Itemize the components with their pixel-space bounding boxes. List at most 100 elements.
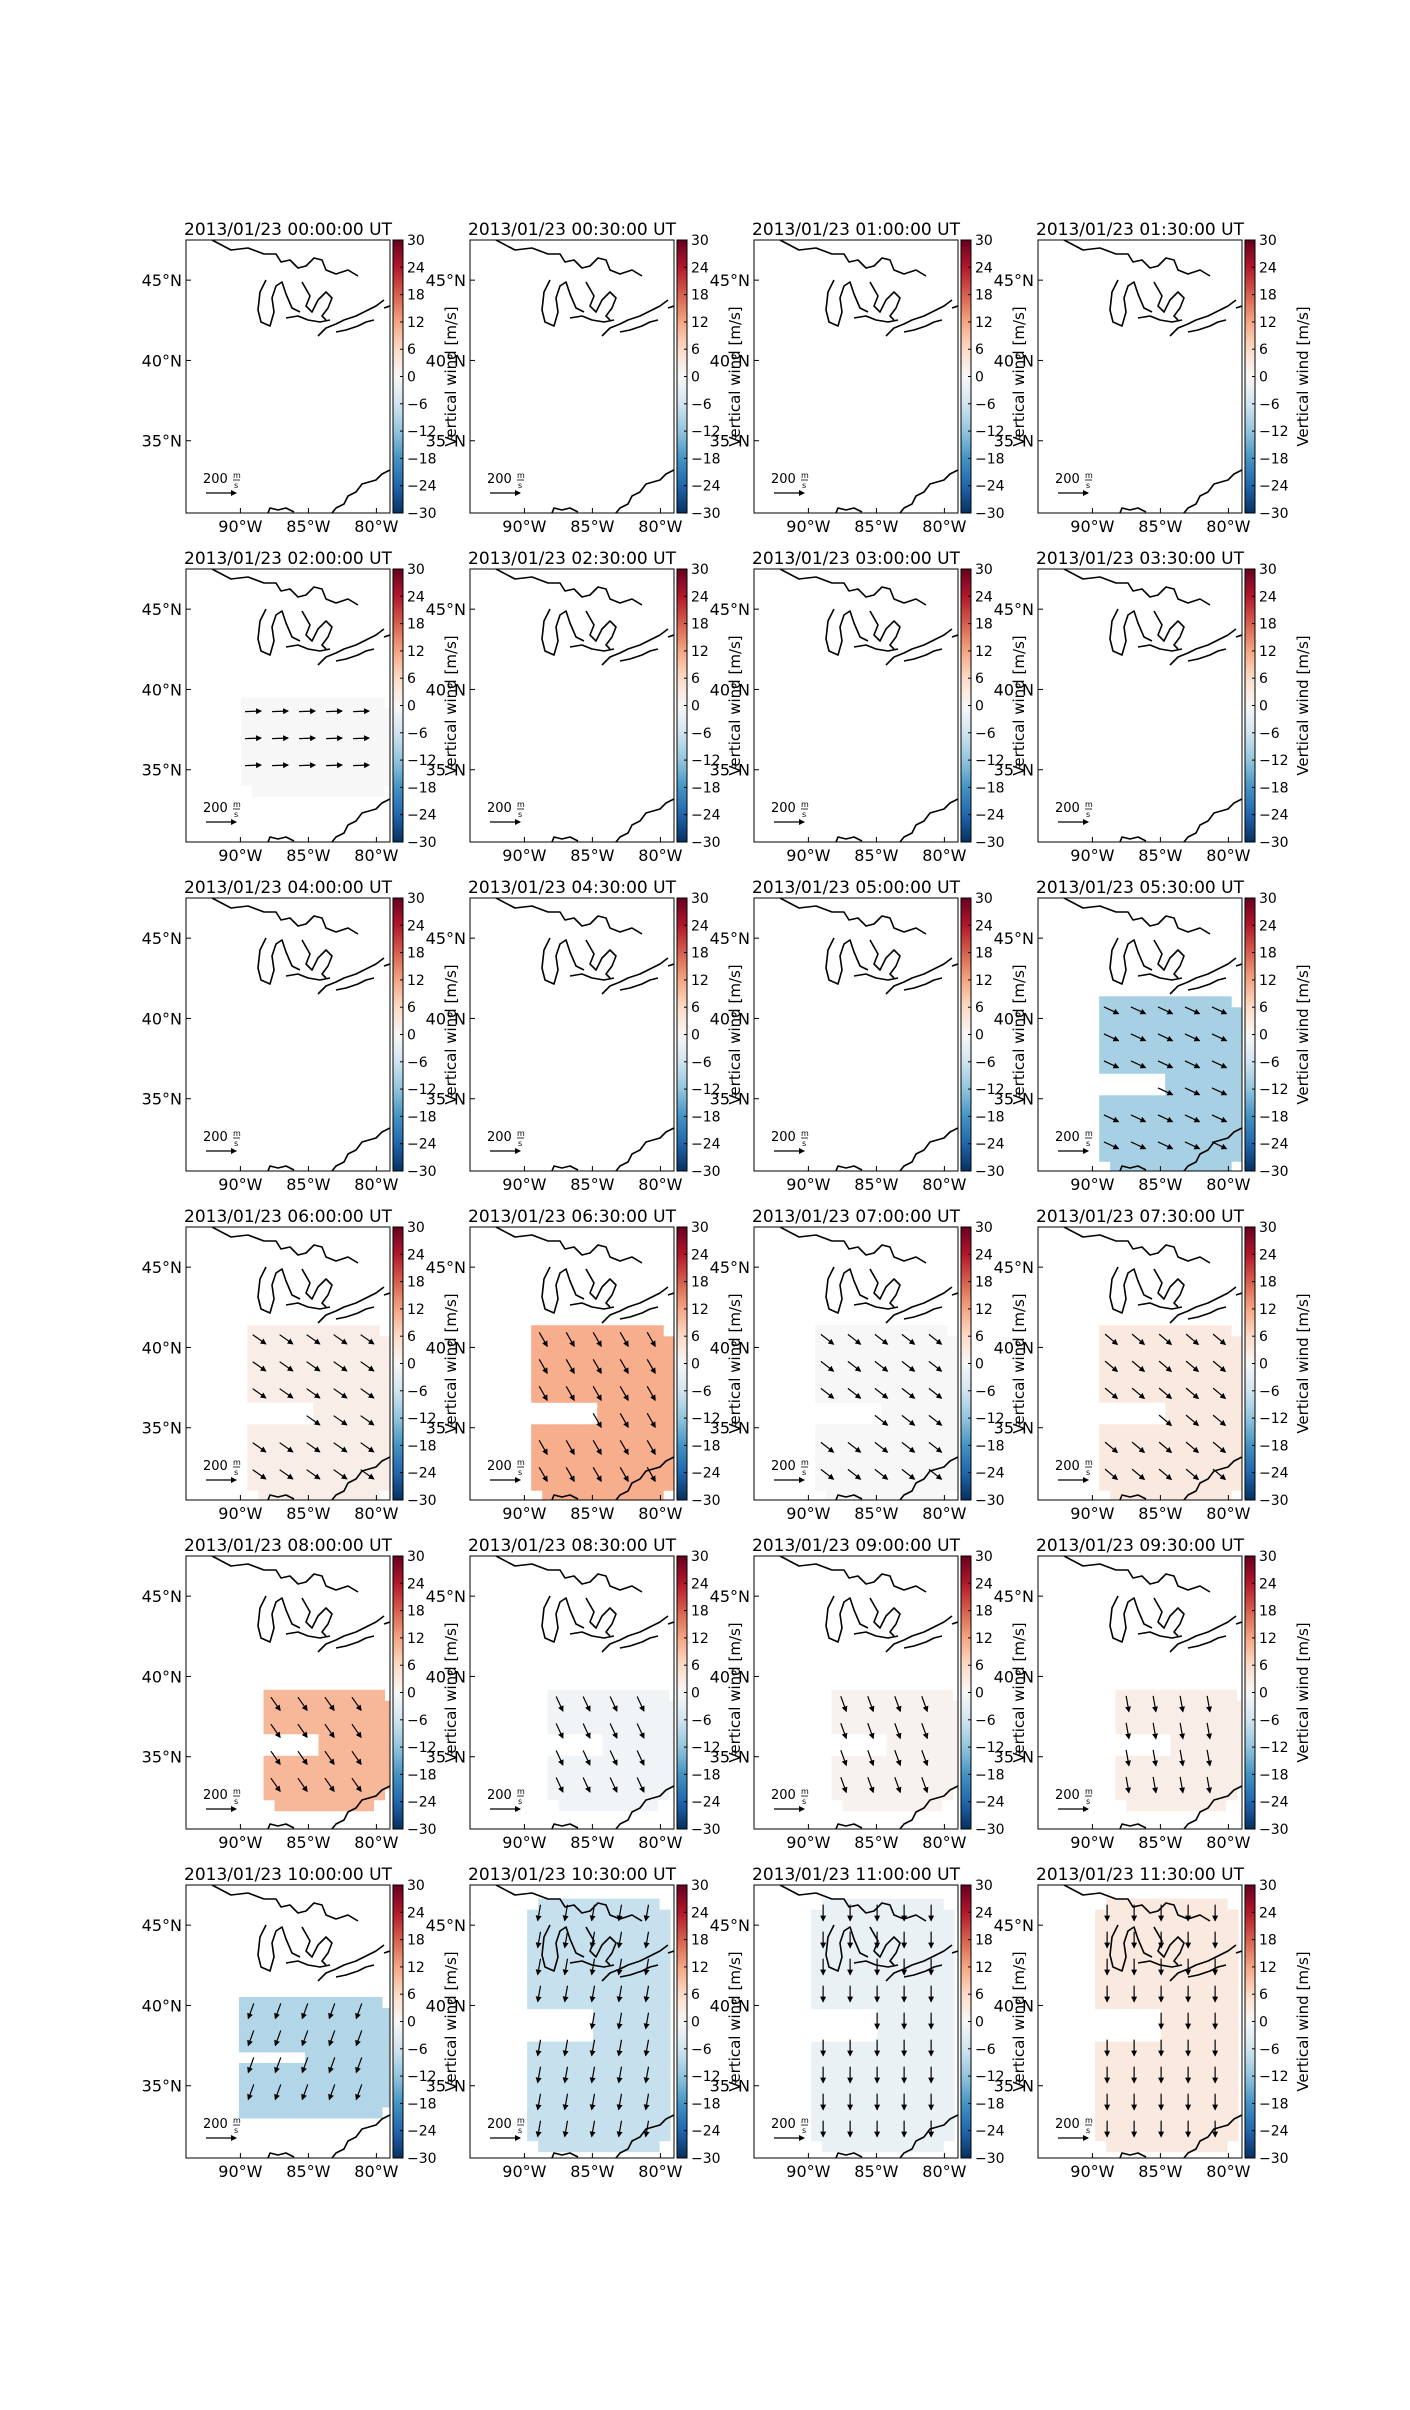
wind-cell bbox=[1095, 2129, 1107, 2142]
wind-cell bbox=[1159, 1777, 1172, 1790]
wind-cell bbox=[382, 2073, 390, 2086]
wind-cell bbox=[1216, 1942, 1228, 1955]
colorbar-tick-label: −12 bbox=[691, 424, 721, 440]
wind-cell bbox=[1110, 1161, 1122, 1171]
wind-cell bbox=[1227, 2118, 1239, 2131]
wind-cell bbox=[630, 1380, 642, 1392]
wind-cell bbox=[261, 2062, 273, 2075]
wind-cell bbox=[368, 1336, 380, 1348]
wind-cell bbox=[1172, 1975, 1184, 1988]
coastline bbox=[1235, 963, 1242, 967]
wind-cell bbox=[324, 1457, 336, 1469]
colorbar-tick-label: 18 bbox=[975, 617, 993, 633]
wind-cell bbox=[327, 2073, 339, 2086]
wind-arrow bbox=[333, 1442, 348, 1453]
wind-cell bbox=[1209, 1139, 1221, 1151]
wind-cell bbox=[373, 1788, 386, 1801]
colorbar-tick-label: 18 bbox=[691, 617, 709, 633]
wind-cell bbox=[648, 2019, 660, 2032]
wind-cell bbox=[1176, 1369, 1188, 1381]
wind-cell bbox=[549, 1986, 561, 1999]
wind-cell bbox=[1165, 1106, 1177, 1118]
colorbar-tick-label: 0 bbox=[407, 1357, 416, 1373]
wind-arrow bbox=[272, 762, 290, 769]
wind-cell bbox=[853, 1766, 866, 1779]
wind-cell bbox=[560, 2063, 572, 2076]
wind-cell bbox=[305, 2106, 317, 2119]
colorbar-tick-label: 30 bbox=[407, 1220, 425, 1236]
wind-cell bbox=[842, 1788, 855, 1801]
wind-cell bbox=[368, 1369, 380, 1381]
wind-cell bbox=[560, 1975, 572, 1988]
wind-cell bbox=[932, 1975, 944, 1988]
coastline bbox=[853, 644, 899, 652]
coastline bbox=[779, 1227, 927, 1264]
wind-cell bbox=[637, 1997, 649, 2010]
wind-cell bbox=[648, 2129, 660, 2142]
wind-cell bbox=[362, 1689, 375, 1702]
wind-cell bbox=[1209, 1413, 1221, 1425]
wind-cell bbox=[1106, 2074, 1118, 2087]
wind-cell bbox=[384, 1733, 390, 1746]
colorbar-tick-label: −30 bbox=[1259, 1822, 1289, 1838]
wind-cell bbox=[1216, 1997, 1228, 2010]
wind-cell bbox=[1176, 1457, 1188, 1469]
wind-cell bbox=[663, 1446, 674, 1458]
panel-title: 2013/01/23 03:00:00 UT bbox=[752, 549, 961, 569]
wind-cell bbox=[569, 1777, 582, 1790]
colorbar-label: Vertical wind [m/s] bbox=[726, 1622, 744, 1762]
wind-cell bbox=[630, 1446, 642, 1458]
colorbar-tick-label: 18 bbox=[407, 1604, 425, 1620]
wind-cell bbox=[368, 1358, 380, 1370]
colorbar-tick-label: 0 bbox=[1259, 1357, 1268, 1373]
scale-arrow-label: 200 bbox=[203, 1788, 228, 1803]
wind-cell bbox=[1165, 1150, 1177, 1162]
wind-cell bbox=[1187, 1347, 1199, 1359]
colorbar-tick-label: −6 bbox=[407, 2042, 428, 2058]
lat-tick-label: 35°N bbox=[994, 2077, 1034, 2096]
colorbar-tick-label: −18 bbox=[1259, 451, 1289, 467]
wind-cell bbox=[1161, 2041, 1173, 2054]
wind-arrow bbox=[646, 1413, 656, 1429]
wind-cell bbox=[1117, 1953, 1129, 1966]
wind-cell bbox=[615, 2107, 627, 2120]
wind-cell bbox=[318, 1755, 331, 1768]
wind-cell bbox=[285, 752, 297, 764]
wind-cell bbox=[1143, 1029, 1155, 1041]
wind-cell bbox=[558, 1755, 571, 1768]
scale-arrow: 200 ms bbox=[771, 1458, 809, 1483]
wind-cell bbox=[1143, 1325, 1155, 1337]
wind-cell bbox=[558, 1788, 571, 1801]
coastline bbox=[835, 1165, 863, 1171]
lon-tick-label: 85°W bbox=[854, 517, 898, 536]
colorbar-tick-label: −18 bbox=[975, 451, 1005, 467]
wind-cell bbox=[613, 1733, 626, 1746]
wind-cell bbox=[327, 2018, 339, 2031]
lat-tick-label: 35°N bbox=[994, 1748, 1034, 1767]
wind-cell bbox=[296, 1766, 309, 1779]
wind-cell bbox=[379, 1358, 390, 1370]
wind-cell bbox=[604, 2118, 616, 2131]
wind-cell bbox=[652, 1402, 664, 1414]
wind-cell bbox=[910, 2107, 922, 2120]
wind-cell bbox=[608, 1413, 620, 1425]
wind-arrow bbox=[609, 1696, 618, 1712]
wind-cell bbox=[870, 1358, 882, 1370]
coastline bbox=[1169, 1615, 1237, 1653]
wind-cell bbox=[831, 1700, 844, 1713]
wind-cell bbox=[252, 697, 264, 709]
wind-cell bbox=[313, 1479, 325, 1491]
lat-tick-label: 35°N bbox=[994, 1419, 1034, 1438]
wind-cell bbox=[881, 1413, 893, 1425]
wind-cell bbox=[247, 1369, 259, 1381]
wind-cell bbox=[811, 2096, 823, 2109]
colorbar-tick-label: −12 bbox=[691, 2069, 721, 2085]
wind-cell bbox=[652, 1391, 664, 1403]
wind-cell bbox=[318, 1777, 331, 1790]
wind-cell bbox=[1150, 2041, 1162, 2054]
wind-cell bbox=[1143, 1161, 1155, 1171]
wind-cell bbox=[604, 2140, 616, 2153]
panel-frame bbox=[753, 568, 959, 843]
wind-cell bbox=[1150, 2074, 1162, 2087]
